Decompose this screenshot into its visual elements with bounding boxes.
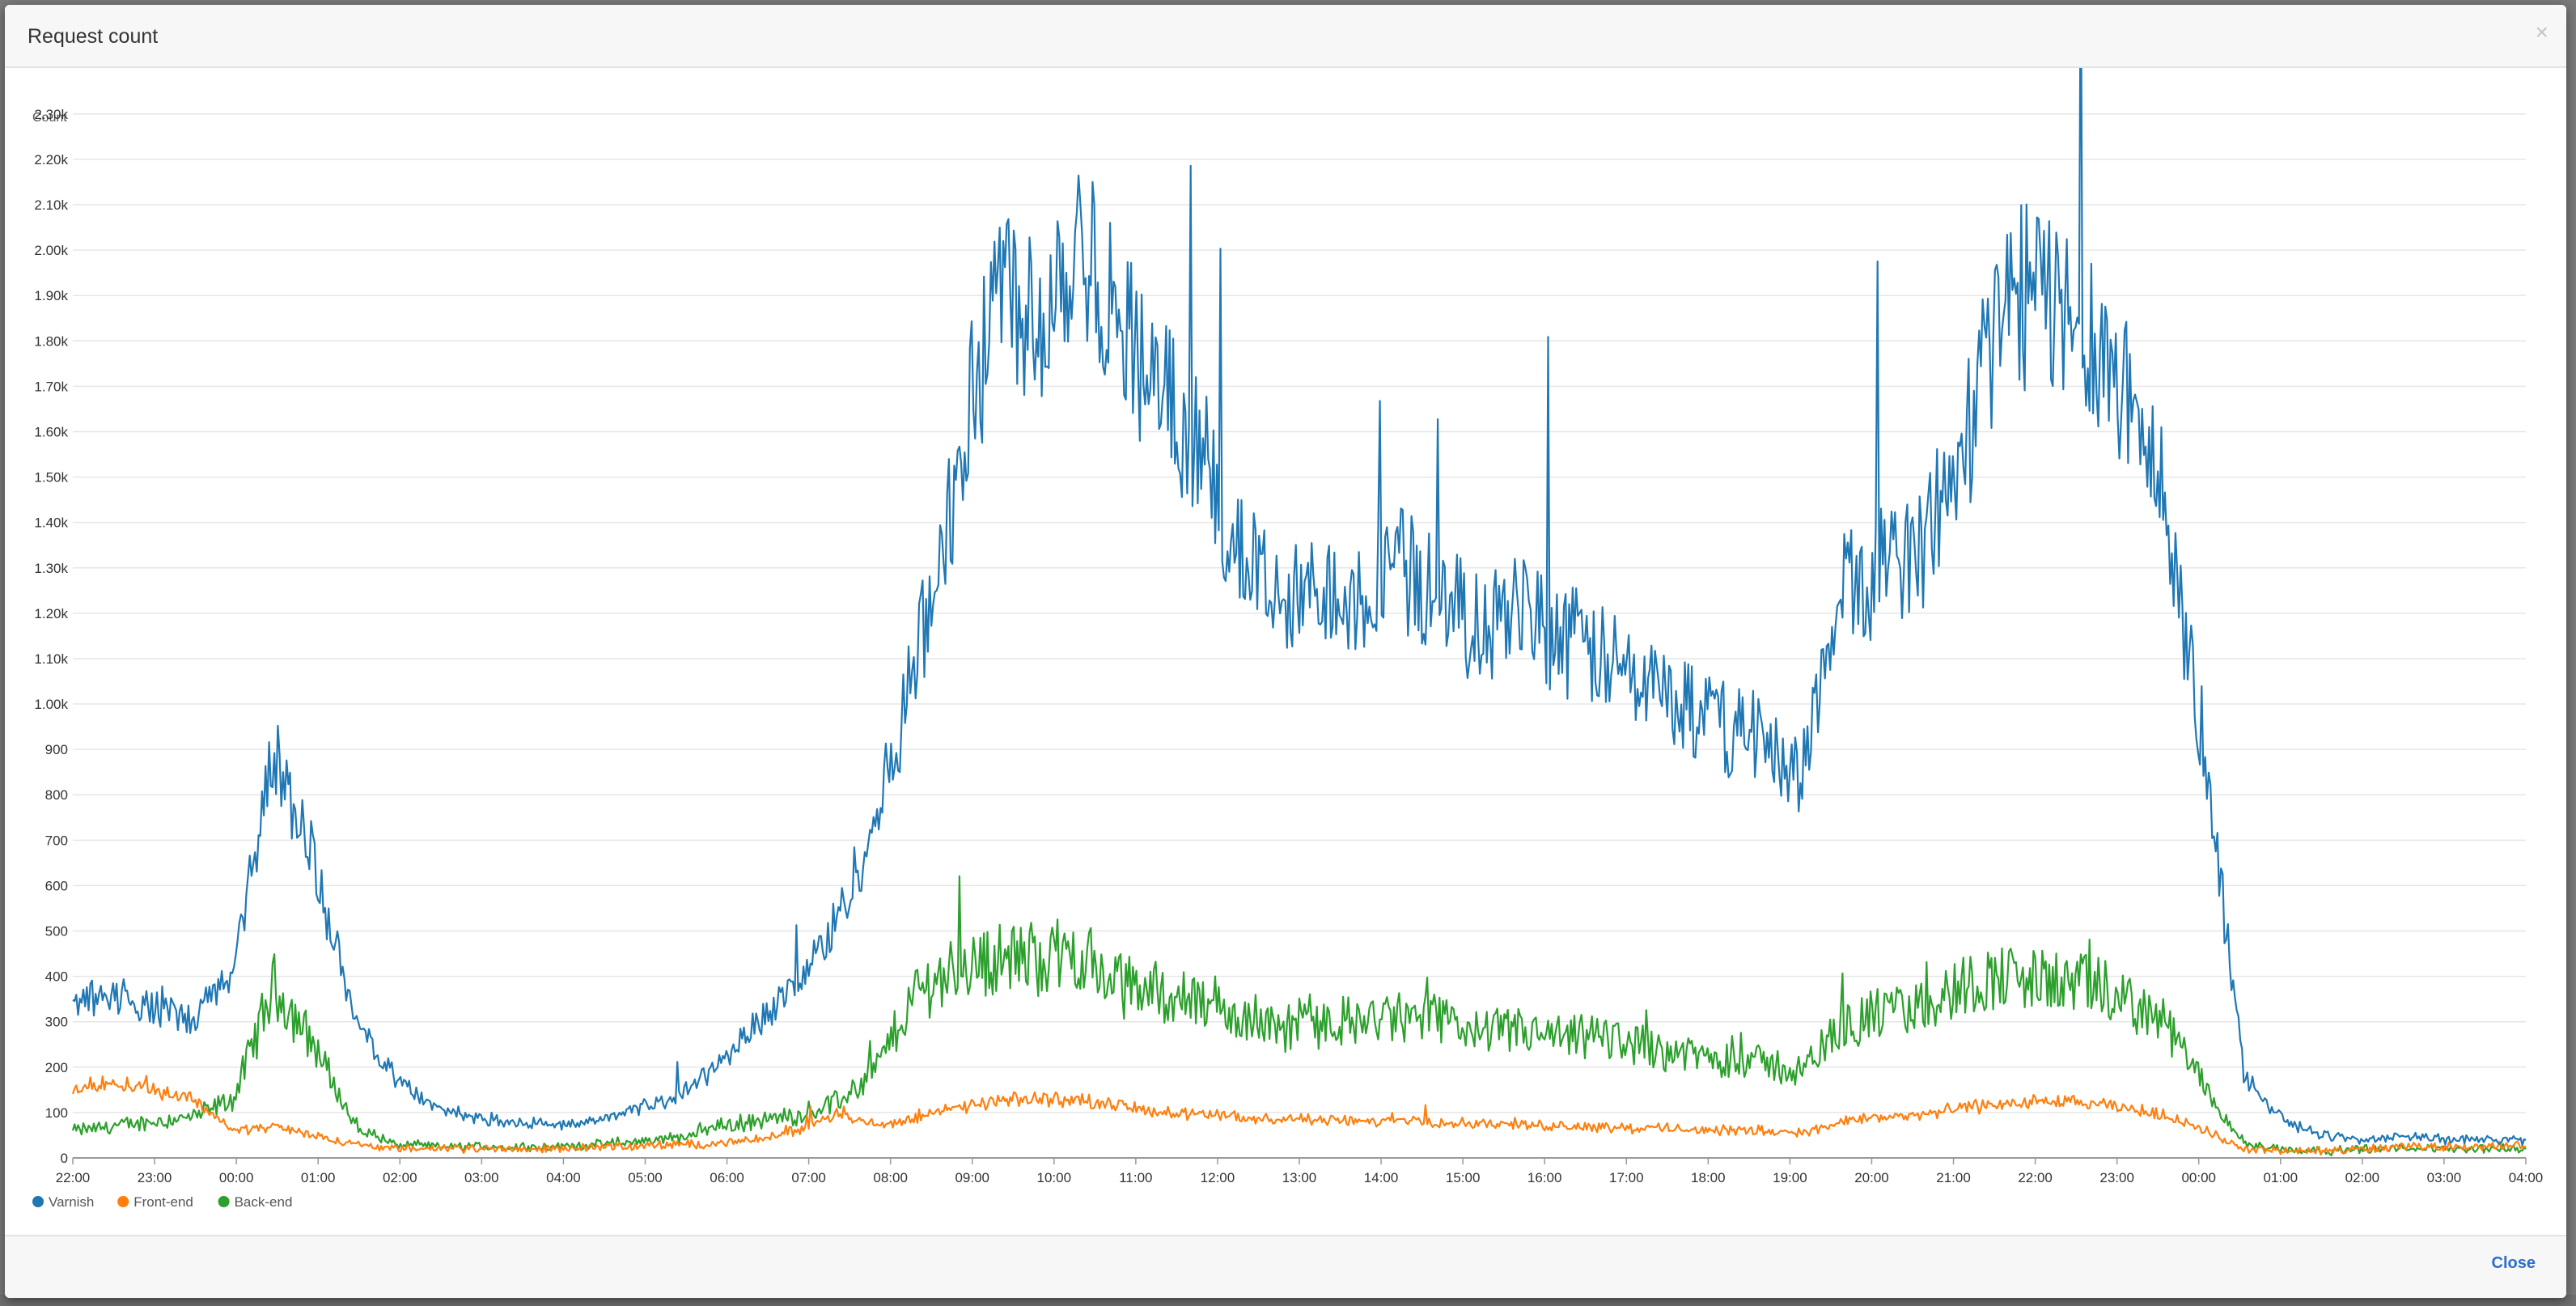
y-tick-label: 1.80k xyxy=(34,333,68,349)
y-axis-ticks: 0 100 200 300 400 500 600 700 800 900 1.00k 1.10k 1.… xyxy=(34,107,68,1166)
y-tick-label: 600 xyxy=(45,878,68,893)
x-tick-label: 23:00 xyxy=(138,1170,172,1185)
x-tick-label: 22:00 xyxy=(2018,1170,2053,1185)
x-tick-label: 00:00 xyxy=(2181,1170,2216,1185)
modal-footer: Close xyxy=(5,1235,2566,1298)
x-tick-label: 10:00 xyxy=(1037,1170,1072,1185)
x-tick-label: 13:00 xyxy=(1282,1170,1317,1185)
grid-lines xyxy=(73,113,2526,1159)
x-tick-label: 19:00 xyxy=(1773,1170,1807,1185)
x-tick-label: 07:00 xyxy=(791,1170,826,1185)
x-tick-label: 00:00 xyxy=(219,1170,254,1185)
x-tick-label: 16:00 xyxy=(1527,1170,1562,1185)
x-tick-label: 17:00 xyxy=(1609,1170,1644,1185)
y-tick-label: 400 xyxy=(45,969,68,985)
y-tick-label: 2.30k xyxy=(34,107,68,122)
legend-swatch xyxy=(32,1196,44,1207)
series-lines xyxy=(71,5,2527,1156)
y-tick-label: 300 xyxy=(45,1015,68,1030)
y-tick-label: 0 xyxy=(61,1151,68,1166)
legend: Varnish Front-end Back-end xyxy=(32,1194,292,1210)
y-tick-label: 1.40k xyxy=(34,515,68,531)
y-tick-label: 700 xyxy=(45,833,68,848)
series-line-front-end xyxy=(71,1075,2527,1156)
request-count-chart: Count 0 100 200 300 400 500 600 700 800 900 1.00k 1… xyxy=(32,5,2544,1210)
y-tick-label: 2.00k xyxy=(34,243,68,258)
y-tick-label: 1.20k xyxy=(34,606,68,621)
y-tick-label: 200 xyxy=(45,1060,68,1075)
y-tick-label: 1.50k xyxy=(34,470,68,486)
request-count-modal: Request count × Count 0 100 200 300 400 500 60… xyxy=(5,5,2566,1298)
modal-title: Request count xyxy=(28,25,159,48)
y-tick-label: 2.10k xyxy=(34,197,68,213)
x-tick-label: 18:00 xyxy=(1691,1170,1726,1185)
x-tick-label: 09:00 xyxy=(955,1170,989,1185)
x-tick-label: 02:00 xyxy=(2345,1170,2380,1185)
x-tick-label: 08:00 xyxy=(873,1170,908,1185)
y-tick-label: 1.00k xyxy=(34,697,68,712)
x-tick-label: 03:00 xyxy=(2427,1170,2462,1185)
y-tick-label: 500 xyxy=(45,924,68,939)
modal-header: Request count × xyxy=(5,5,2566,68)
x-tick-label: 05:00 xyxy=(628,1170,663,1185)
close-icon[interactable]: × xyxy=(2535,19,2548,45)
y-tick-label: 100 xyxy=(45,1105,68,1121)
y-tick-label: 800 xyxy=(45,787,68,803)
x-tick-label: 04:00 xyxy=(546,1170,581,1185)
y-tick-label: 1.70k xyxy=(34,379,68,394)
x-tick-label: 21:00 xyxy=(1936,1170,1971,1185)
legend-swatch xyxy=(117,1196,129,1207)
x-tick-label: 11:00 xyxy=(1119,1170,1152,1185)
y-tick-label: 900 xyxy=(45,742,68,757)
modal-body: Count 0 100 200 300 400 500 600 700 800 900 1.00k 1… xyxy=(5,5,2566,1235)
x-tick-label: 04:00 xyxy=(2509,1170,2544,1185)
x-tick-label: 03:00 xyxy=(464,1170,499,1185)
x-tick-label: 23:00 xyxy=(2099,1170,2134,1185)
x-tick-label: 20:00 xyxy=(1854,1170,1889,1185)
legend-label: Back-end xyxy=(235,1194,293,1210)
x-tick-label: 12:00 xyxy=(1201,1170,1235,1185)
y-tick-label: 1.10k xyxy=(34,651,68,667)
series-line-varnish xyxy=(72,5,2527,1147)
x-tick-label: 01:00 xyxy=(2264,1170,2298,1185)
legend-label: Front-end xyxy=(133,1194,193,1210)
x-axis-ticks: 22:00 23:00 00:00 01:00 02:00 03:00 04:00 05:00… xyxy=(56,1158,2544,1185)
legend-label: Varnish xyxy=(49,1194,94,1210)
y-tick-label: 1.90k xyxy=(34,288,68,303)
close-button[interactable]: Close xyxy=(2491,1254,2536,1272)
x-tick-label: 01:00 xyxy=(301,1170,336,1185)
x-tick-label: 06:00 xyxy=(710,1170,744,1185)
x-tick-label: 22:00 xyxy=(56,1170,91,1185)
y-axis-title: Count xyxy=(32,111,67,125)
x-tick-label: 02:00 xyxy=(383,1170,417,1185)
y-tick-label: 1.60k xyxy=(34,424,68,439)
y-tick-label: 1.30k xyxy=(34,561,68,576)
legend-swatch xyxy=(218,1196,230,1207)
x-tick-label: 14:00 xyxy=(1364,1170,1399,1185)
x-tick-label: 15:00 xyxy=(1446,1170,1481,1185)
y-tick-label: 2.20k xyxy=(34,152,68,167)
